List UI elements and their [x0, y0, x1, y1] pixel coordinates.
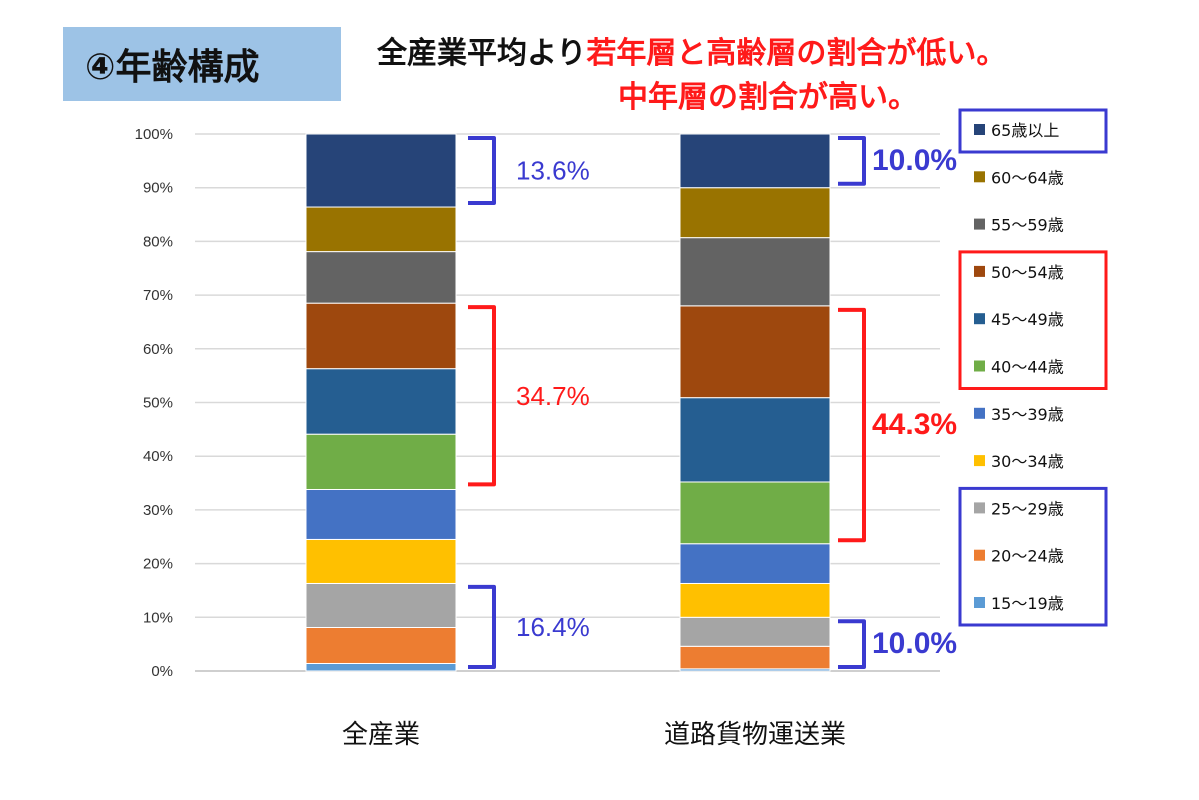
bracket — [468, 136, 496, 206]
bar-segment — [305, 302, 457, 370]
bar-segment — [305, 538, 457, 584]
bracket — [468, 584, 496, 669]
bar-segment — [679, 582, 831, 618]
bar-segment — [679, 481, 831, 545]
bar-segment — [305, 662, 457, 672]
bar-segment — [679, 543, 831, 584]
legend-swatch — [974, 455, 985, 467]
bar-segment — [679, 397, 831, 483]
legend-swatch — [974, 171, 985, 183]
bar-segment — [305, 488, 457, 540]
bracket — [838, 307, 866, 543]
bracket-percent-label: 10.0% — [872, 144, 957, 177]
headline-line-2: 中年層の割合が高い。 — [618, 72, 918, 116]
y-tick-label: 40% — [143, 448, 173, 465]
y-tick-label: 50% — [143, 395, 173, 412]
y-tick-label: 30% — [143, 502, 173, 519]
legend-swatch — [974, 360, 985, 372]
bar-segment — [305, 368, 457, 435]
legend-swatch — [974, 313, 985, 325]
y-tick-label: 100% — [135, 126, 173, 143]
bar-segment — [679, 133, 831, 189]
bracket-percent-label: 16.4% — [516, 612, 590, 642]
bar-segment — [679, 645, 831, 670]
legend-label: 45〜49歳 — [991, 310, 1064, 329]
y-tick-label: 60% — [143, 341, 173, 358]
legend-highlight-box — [958, 250, 1108, 390]
slide-title-text: ④年齢構成 — [85, 47, 260, 88]
bar-segment — [305, 206, 457, 253]
x-category-label: 道路貨物運送業 — [664, 720, 846, 750]
legend-label: 25〜29歳 — [991, 499, 1064, 518]
bracket-percent-label: 13.6% — [516, 156, 590, 186]
headline-line-1: 全産業平均より若年層と高齢層の割合が低い。 — [377, 28, 1006, 72]
bar-segment — [679, 616, 831, 647]
legend-swatch — [974, 597, 985, 608]
bar-segment — [305, 433, 457, 490]
headline-red-text-1: 若年層と高齢層の割合が低い。 — [586, 36, 1007, 71]
bracket-percent-label: 10.0% — [872, 627, 957, 660]
legend-label: 30〜34歳 — [991, 452, 1064, 471]
bar-segment — [305, 133, 457, 208]
headline-black-text: 全産業平均より — [377, 36, 587, 71]
bar-segment — [305, 582, 457, 629]
legend-swatch — [974, 407, 985, 419]
bracket — [838, 136, 866, 186]
y-tick-label: 70% — [143, 287, 173, 304]
bracket-percent-label: 44.3% — [872, 408, 957, 441]
y-tick-label: 0% — [151, 663, 173, 680]
bracket-percent-label: 34.7% — [516, 381, 590, 411]
legend-label: 20〜24歳 — [991, 547, 1064, 566]
bar-segment — [305, 627, 457, 664]
y-tick-label: 20% — [143, 556, 173, 573]
legend-label: 60〜64歳 — [991, 168, 1064, 187]
legend-highlight-box — [958, 486, 1108, 627]
bracket — [838, 619, 866, 669]
legend-swatch — [974, 218, 985, 230]
y-tick-label: 10% — [143, 609, 173, 626]
headline-red-text-2: 中年層の割合が高い。 — [618, 80, 918, 115]
bar-segment — [679, 237, 831, 307]
bar-segment — [679, 187, 831, 239]
y-tick-label: 90% — [143, 180, 173, 197]
legend-swatch — [974, 265, 985, 277]
bar-segment — [305, 251, 457, 304]
legend-swatch — [974, 124, 985, 135]
legend-highlight-box — [958, 108, 1108, 154]
legend-label: 50〜54歳 — [991, 263, 1064, 282]
legend-label: 40〜44歳 — [991, 358, 1064, 377]
legend-label: 15〜19歳 — [991, 594, 1064, 613]
legend-label: 65歳以上 — [991, 121, 1059, 140]
bar-segment — [679, 305, 831, 399]
y-tick-label: 80% — [143, 233, 173, 250]
legend-label: 35〜39歳 — [991, 405, 1064, 424]
x-category-label: 全産業 — [342, 720, 420, 750]
legend-swatch — [974, 502, 985, 514]
legend-label: 55〜59歳 — [991, 216, 1064, 235]
bracket — [468, 305, 496, 487]
legend-swatch — [974, 549, 985, 561]
slide-title: ④年齢構成 — [63, 27, 341, 101]
